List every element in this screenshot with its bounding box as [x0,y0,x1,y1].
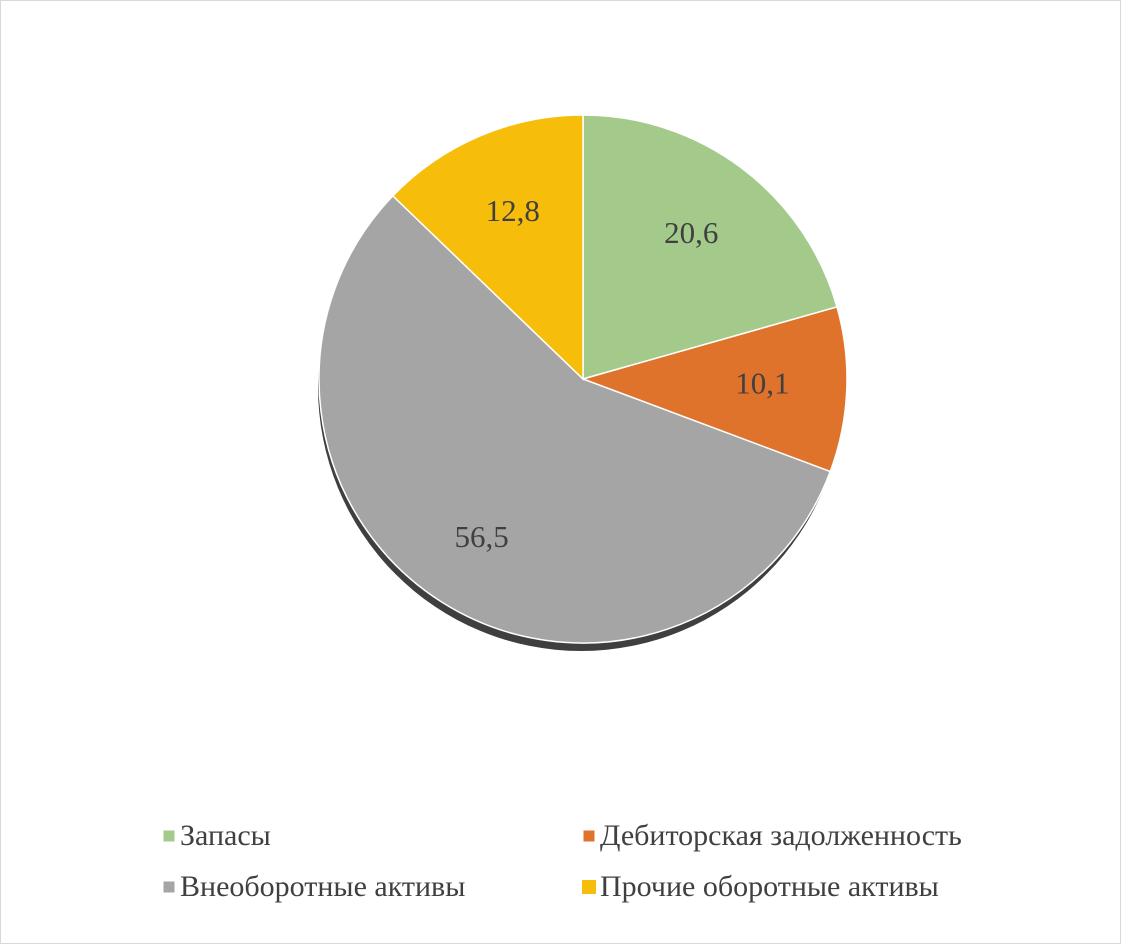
legend-swatch-3 [163,881,175,893]
data-label-4: 12,8 [486,193,540,228]
legend-label-3: Внеоборотные активы [180,870,465,903]
pie-slice-3 [318,194,832,644]
legend-swatch-2 [583,830,595,842]
data-label-2: 10,1 [735,365,789,400]
legend-swatch-1 [163,830,175,842]
pie-data-labels: 20,6 10,1 56,5 12,8 [455,193,790,554]
legend-label-4: Прочие оборотные активы [600,870,939,903]
data-label-1: 20,6 [664,215,718,250]
pie-slice-4 [391,114,584,381]
legend-entry-2: Дебиторская задолженность [583,819,962,852]
legend-entry-4: Прочие оборотные активы [582,870,939,903]
legend-swatch-4 [582,880,596,894]
legend-label-1: Запасы [180,819,271,852]
pie-slice-2 [580,306,848,473]
legend-entry-1: Запасы [163,819,271,852]
pie-slices [318,114,848,644]
pie-slice-1 [582,114,838,380]
legend-entry-3: Внеоборотные активы [163,870,465,903]
legend: Запасы Дебиторская задолженность Внеоборот… [163,819,962,903]
legend-label-2: Дебиторская задолженность [600,819,962,852]
data-label-3: 56,5 [455,519,509,554]
